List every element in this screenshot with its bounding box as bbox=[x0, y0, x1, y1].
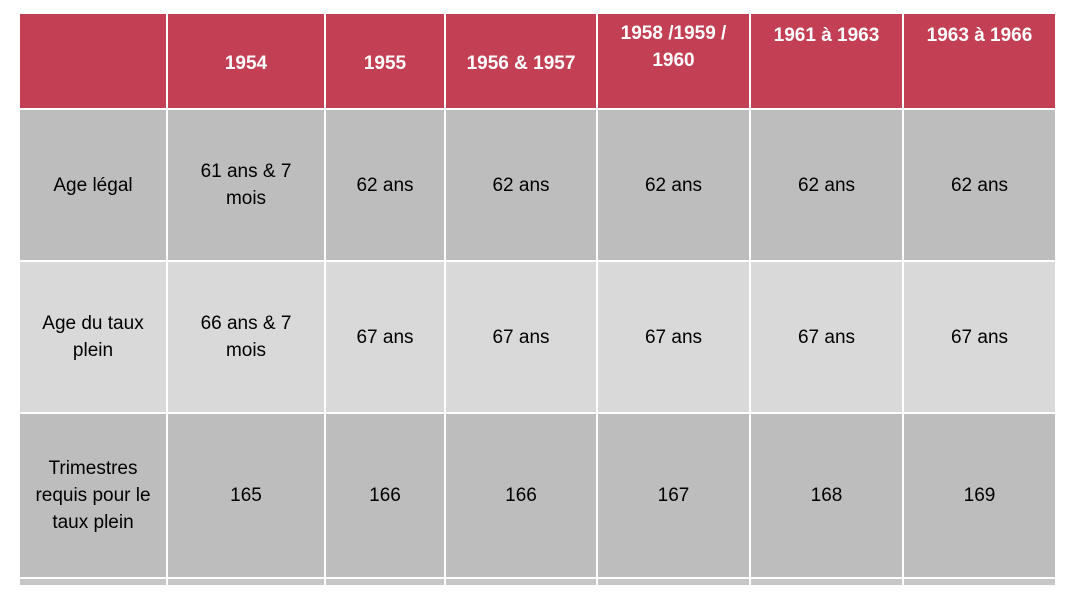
header-1954: 1954 bbox=[168, 14, 324, 108]
table-cell: 62 ans bbox=[446, 110, 596, 260]
table-row-partial bbox=[598, 579, 749, 585]
header-1963-1966: 1963 à 1966 bbox=[904, 14, 1055, 108]
table-cell: 168 bbox=[751, 414, 902, 577]
row-label-trimestres: Trimestres requis pour le taux plein bbox=[20, 414, 166, 577]
table-cell: 67 ans bbox=[598, 262, 749, 412]
retirement-table: 1954 1955 1956 & 1957 1958 /1959 / 1960 … bbox=[20, 14, 1055, 585]
header-1961-1963: 1961 à 1963 bbox=[751, 14, 902, 108]
header-1956-1957: 1956 & 1957 bbox=[446, 14, 596, 108]
header-empty-cell bbox=[20, 14, 166, 108]
table-row-partial bbox=[904, 579, 1055, 585]
table-cell: 62 ans bbox=[904, 110, 1055, 260]
table-cell: 61 ans & 7 mois bbox=[168, 110, 324, 260]
table-row-partial bbox=[446, 579, 596, 585]
table-row-partial bbox=[751, 579, 902, 585]
table-cell: 165 bbox=[168, 414, 324, 577]
header-1958-1960: 1958 /1959 / 1960 bbox=[598, 14, 749, 108]
table-cell: 62 ans bbox=[598, 110, 749, 260]
table-row-partial bbox=[168, 579, 324, 585]
table-cell: 66 ans & 7 mois bbox=[168, 262, 324, 412]
row-label-age-legal: Age légal bbox=[20, 110, 166, 260]
header-1955: 1955 bbox=[326, 14, 444, 108]
table-cell: 67 ans bbox=[326, 262, 444, 412]
table-cell: 67 ans bbox=[446, 262, 596, 412]
table-cell: 166 bbox=[326, 414, 444, 577]
table-cell: 169 bbox=[904, 414, 1055, 577]
table-cell: 67 ans bbox=[751, 262, 902, 412]
table-cell: 62 ans bbox=[326, 110, 444, 260]
table-cell: 67 ans bbox=[904, 262, 1055, 412]
table-cell: 167 bbox=[598, 414, 749, 577]
row-label-age-taux-plein: Age du taux plein bbox=[20, 262, 166, 412]
table-cell: 166 bbox=[446, 414, 596, 577]
table-row-partial bbox=[326, 579, 444, 585]
table-row-partial bbox=[20, 579, 166, 585]
table-cell: 62 ans bbox=[751, 110, 902, 260]
